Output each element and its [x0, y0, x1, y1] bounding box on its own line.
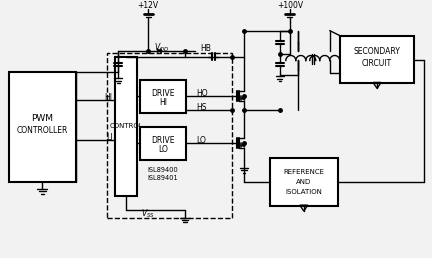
Text: HI: HI — [159, 98, 167, 107]
Text: HS: HS — [196, 103, 206, 112]
Text: CIRCUIT: CIRCUIT — [362, 59, 392, 68]
Text: +100V: +100V — [277, 1, 303, 10]
FancyBboxPatch shape — [9, 72, 76, 182]
Text: HI: HI — [104, 93, 112, 102]
Text: LO: LO — [158, 145, 168, 154]
Polygon shape — [241, 96, 245, 100]
Text: ISL89401: ISL89401 — [148, 175, 178, 181]
FancyBboxPatch shape — [140, 80, 186, 113]
Text: HB: HB — [200, 44, 211, 53]
Text: SECONDARY: SECONDARY — [354, 47, 400, 56]
Text: HO: HO — [196, 89, 208, 98]
Text: REFERENCE: REFERENCE — [283, 169, 324, 175]
FancyBboxPatch shape — [270, 158, 338, 206]
FancyBboxPatch shape — [140, 127, 186, 160]
Text: +12V: +12V — [138, 1, 159, 10]
Text: CONTROL: CONTROL — [109, 123, 143, 129]
Text: LO: LO — [196, 136, 206, 145]
FancyBboxPatch shape — [115, 57, 137, 196]
Text: ISL89400: ISL89400 — [148, 167, 178, 173]
Text: ISOLATION: ISOLATION — [286, 189, 322, 195]
Text: CONTROLLER: CONTROLLER — [17, 126, 68, 135]
Text: PWM: PWM — [32, 114, 54, 123]
FancyBboxPatch shape — [340, 36, 414, 83]
Text: DRIVE: DRIVE — [151, 89, 175, 98]
Text: $V_{DD}$: $V_{DD}$ — [153, 41, 169, 54]
Polygon shape — [157, 49, 161, 53]
Text: $V_{SS}$: $V_{SS}$ — [141, 208, 155, 220]
Text: LI: LI — [106, 133, 112, 142]
Text: AND: AND — [296, 179, 311, 185]
Polygon shape — [241, 143, 245, 147]
Text: DRIVE: DRIVE — [151, 136, 175, 145]
